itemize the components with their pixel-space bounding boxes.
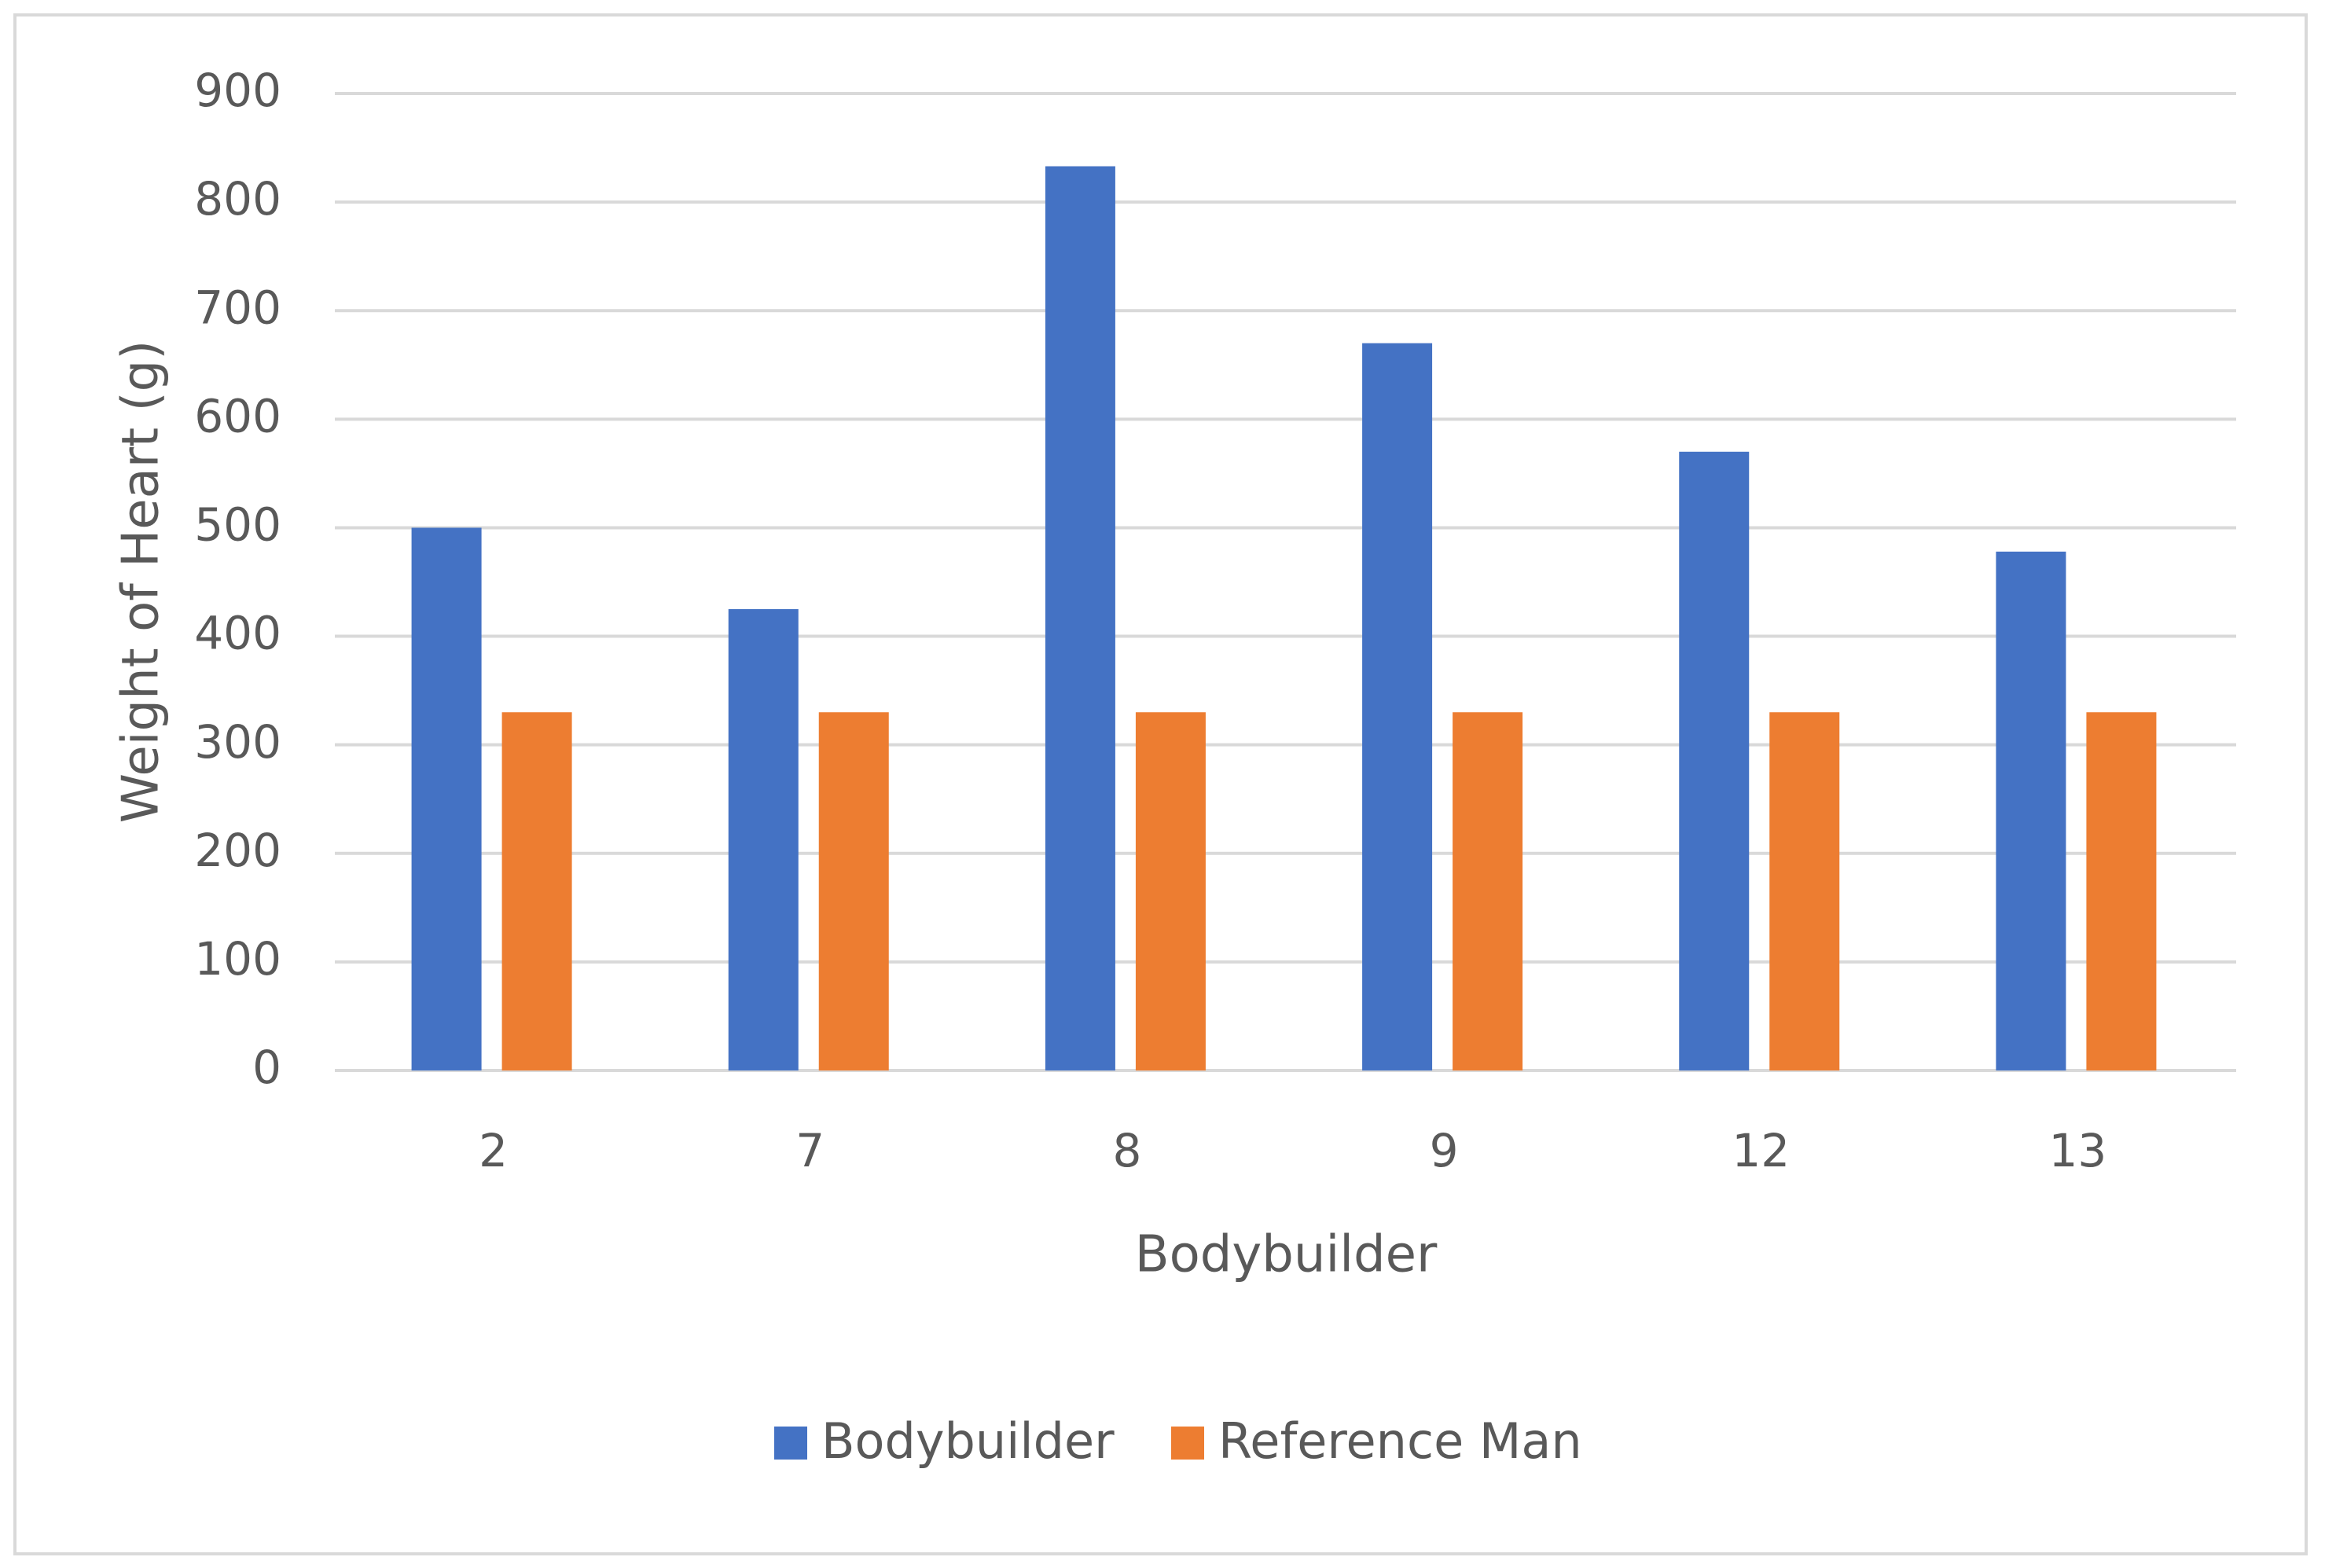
x-tick-label: 13 <box>2049 1124 2107 1177</box>
legend-label: Bodybuilder <box>821 1412 1115 1470</box>
x-tick-label: 9 <box>1430 1124 1459 1177</box>
y-tick-label: 100 <box>194 932 281 986</box>
y-axis-title: Weight of Heart (g) <box>112 340 171 823</box>
y-tick-label: 0 <box>252 1041 281 1094</box>
y-tick-label: 400 <box>194 607 281 660</box>
legend-swatch <box>774 1427 807 1460</box>
bar <box>1045 166 1115 1071</box>
bar <box>728 609 799 1070</box>
bar <box>501 712 572 1070</box>
x-tick-label: 7 <box>795 1124 825 1177</box>
y-tick-label: 800 <box>194 172 281 226</box>
bar <box>1453 712 1523 1070</box>
x-tick-label: 12 <box>1732 1124 1790 1177</box>
x-axis-title: Bodybuilder <box>1135 1226 1438 1284</box>
y-tick-label: 700 <box>194 281 281 334</box>
y-tick-label: 300 <box>194 715 281 769</box>
bar <box>1996 551 2066 1070</box>
bar <box>1362 343 1433 1071</box>
y-tick-label: 200 <box>194 824 281 877</box>
bar <box>1135 712 1206 1070</box>
bar <box>1679 451 1750 1070</box>
y-tick-label: 600 <box>194 389 281 442</box>
y-tick-label: 900 <box>194 64 281 117</box>
legend-swatch <box>1171 1427 1204 1460</box>
bar <box>411 527 482 1070</box>
bar <box>1769 712 1840 1070</box>
y-tick-label: 500 <box>194 498 281 552</box>
legend-label: Reference Man <box>1218 1412 1582 1470</box>
x-tick-label: 8 <box>1112 1124 1141 1177</box>
bar <box>2086 712 2157 1070</box>
x-tick-label: 2 <box>479 1124 508 1177</box>
bar <box>818 712 889 1070</box>
